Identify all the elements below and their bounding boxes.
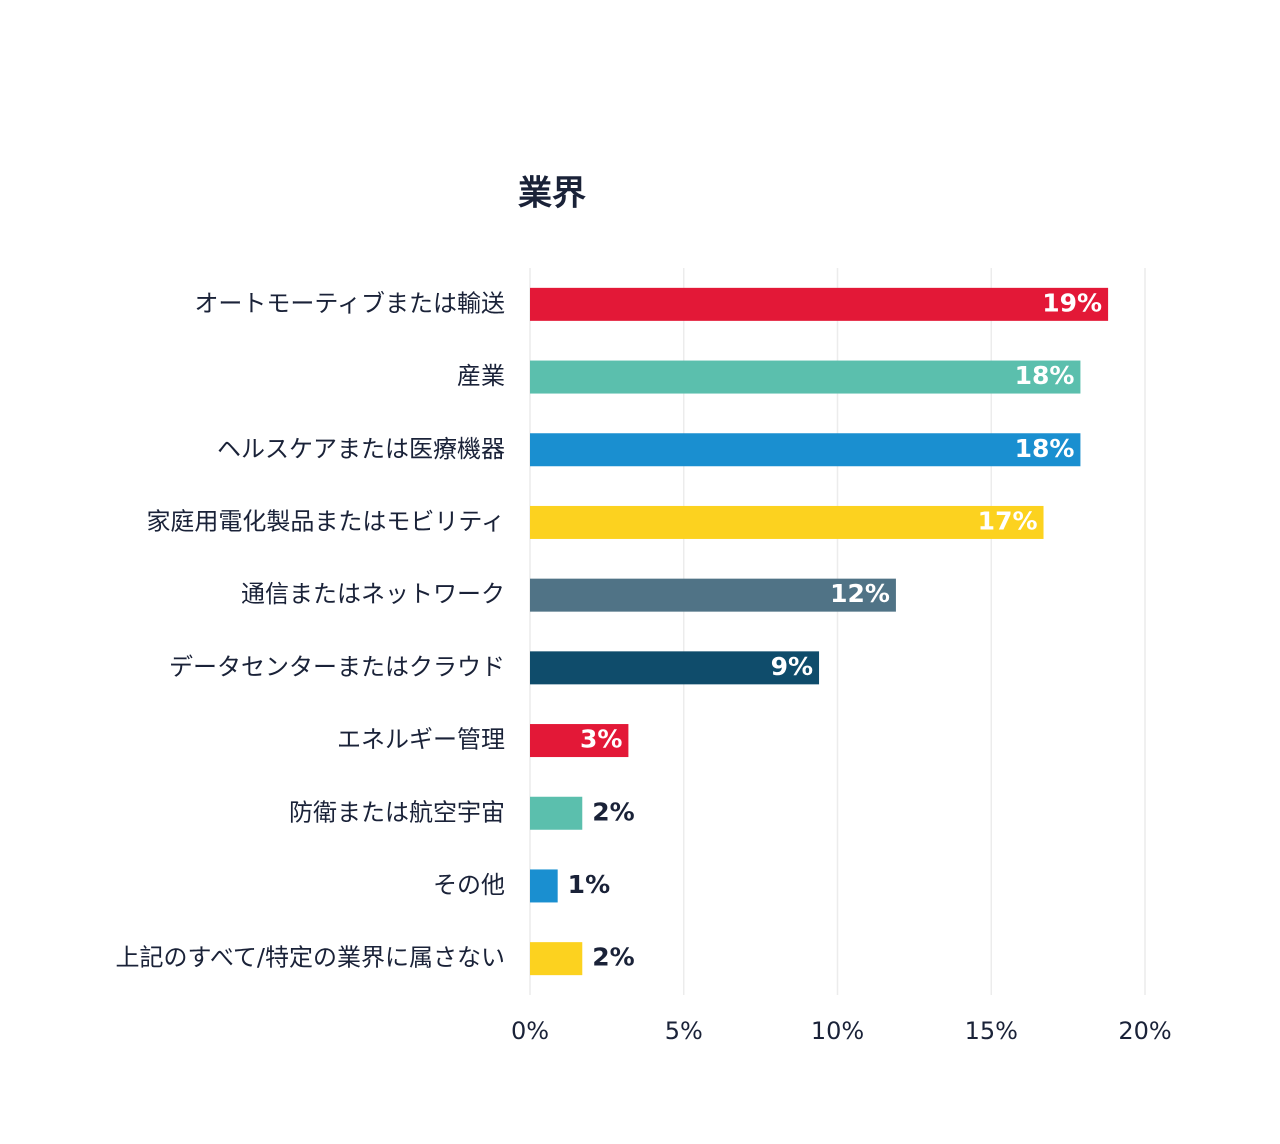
category-label: データセンターまたはクラウド <box>169 653 505 681</box>
category-label: 通信またはネットワーク <box>241 580 505 608</box>
value-label: 12% <box>830 579 890 608</box>
value-label: 18% <box>1015 434 1075 463</box>
value-label: 3% <box>580 725 622 754</box>
bar <box>530 796 583 830</box>
bar <box>530 651 820 685</box>
value-label: 2% <box>592 943 634 972</box>
value-label: 9% <box>771 652 813 681</box>
category-label: 上記のすべて/特定の業界に属さない <box>116 944 505 972</box>
bar <box>530 505 1044 539</box>
category-label: オートモーティブまたは輸送 <box>194 289 505 317</box>
category-label: 防衛または航空宇宙 <box>289 798 505 826</box>
bar <box>530 942 583 976</box>
value-label: 18% <box>1015 361 1075 390</box>
category-label: ヘルスケアまたは医療機器 <box>217 435 505 463</box>
category-label: 家庭用電化製品またはモビリティ <box>146 507 505 535</box>
x-tick-label: 0% <box>511 1017 549 1045</box>
x-tick-label: 20% <box>1118 1017 1171 1045</box>
bar <box>530 869 558 903</box>
bar <box>530 724 629 758</box>
bar <box>530 360 1081 394</box>
value-label: 2% <box>592 797 634 826</box>
value-label: 17% <box>978 506 1038 535</box>
bar <box>530 433 1081 467</box>
category-label: 産業 <box>457 362 505 390</box>
category-label: その他 <box>433 871 505 899</box>
category-label: エネルギー管理 <box>337 726 505 754</box>
x-tick-label: 15% <box>965 1017 1018 1045</box>
chart-title: 業界 <box>518 174 586 214</box>
bar <box>530 578 896 612</box>
value-label: 19% <box>1042 288 1102 317</box>
value-label: 1% <box>568 870 610 899</box>
x-tick-label: 5% <box>665 1017 703 1045</box>
bar <box>530 287 1109 321</box>
x-tick-label: 10% <box>811 1017 864 1045</box>
